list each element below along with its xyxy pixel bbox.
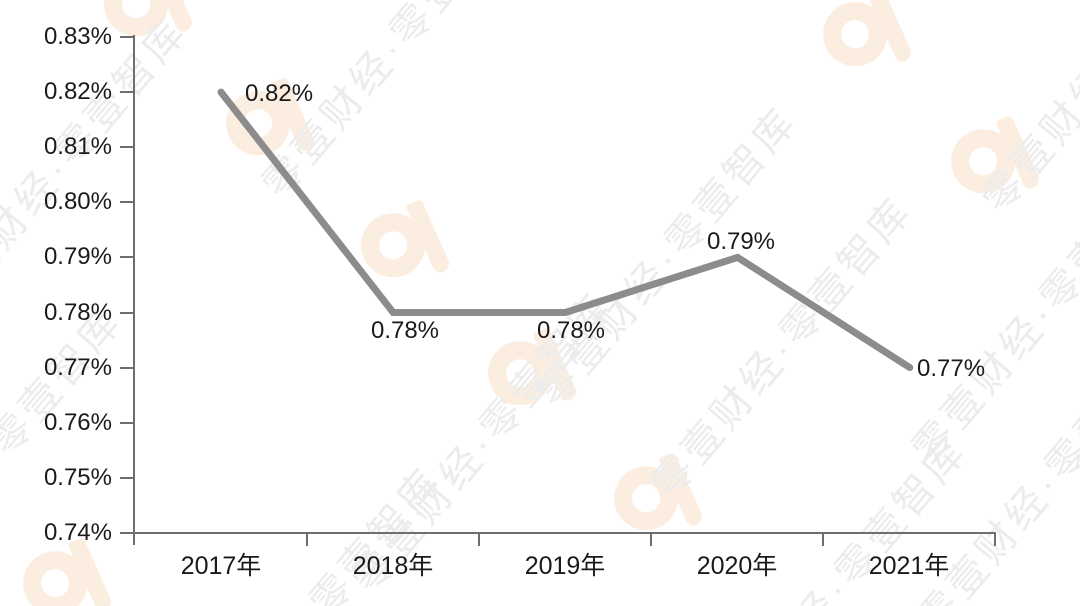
y-axis-label: 0.83% xyxy=(43,23,112,50)
x-axis-label: 2017年 xyxy=(180,552,262,580)
data-point-label: 0.78% xyxy=(536,317,606,344)
y-axis-label: 0.78% xyxy=(43,299,112,326)
x-axis-label: 2021年 xyxy=(868,552,950,580)
y-axis-label: 0.79% xyxy=(43,243,112,270)
y-axis-label: 0.76% xyxy=(43,409,112,436)
data-point-label: 0.82% xyxy=(245,80,314,107)
y-axis-label: 0.75% xyxy=(43,464,112,491)
y-axis-ticks xyxy=(120,36,134,534)
x-axis-ticks xyxy=(306,533,996,546)
line-series xyxy=(217,88,914,372)
y-axis-label: 0.81% xyxy=(43,133,112,160)
y-axis-label: 0.80% xyxy=(43,188,112,215)
x-axis-label: 2019年 xyxy=(524,552,606,580)
y-axis-label: 0.82% xyxy=(43,78,112,105)
x-axis-label: 2018年 xyxy=(352,552,434,580)
data-point-label: 0.78% xyxy=(370,317,440,344)
y-axis-label: 0.77% xyxy=(43,354,112,381)
y-axis-label: 0.74% xyxy=(43,519,112,546)
data-point-label: 0.79% xyxy=(706,228,776,255)
x-axis-label: 2020年 xyxy=(696,552,778,580)
data-point-label: 0.77% xyxy=(917,355,986,382)
